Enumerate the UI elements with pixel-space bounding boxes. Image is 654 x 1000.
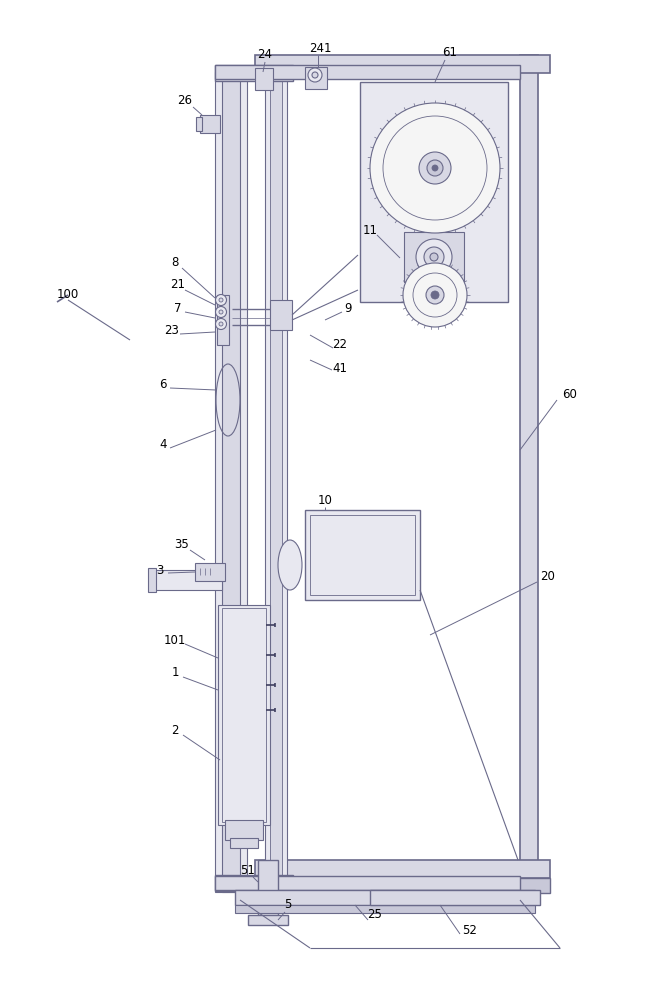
Text: 10: 10 <box>318 493 332 506</box>
Text: 101: 101 <box>164 634 186 647</box>
Circle shape <box>432 165 438 171</box>
Circle shape <box>219 298 223 302</box>
Text: 9: 9 <box>344 302 352 314</box>
Bar <box>310 515 415 595</box>
Bar <box>305 510 420 600</box>
Text: 3: 3 <box>156 564 164 576</box>
Bar <box>520 55 538 895</box>
Circle shape <box>216 318 226 330</box>
Bar <box>270 300 292 330</box>
Circle shape <box>216 306 226 318</box>
Circle shape <box>416 239 452 275</box>
Text: 241: 241 <box>309 41 331 54</box>
Bar <box>360 82 508 302</box>
Bar <box>255 878 550 893</box>
Bar <box>235 905 535 913</box>
Bar <box>222 608 266 822</box>
Circle shape <box>427 160 443 176</box>
Bar <box>255 55 550 73</box>
Text: 21: 21 <box>171 278 186 292</box>
Bar <box>215 65 520 79</box>
Text: 25: 25 <box>368 908 383 922</box>
Bar <box>195 563 225 581</box>
Text: 7: 7 <box>174 302 182 314</box>
Bar <box>218 605 270 825</box>
Ellipse shape <box>278 540 302 590</box>
Text: 5: 5 <box>284 898 292 912</box>
Text: 100: 100 <box>57 288 79 302</box>
Bar <box>217 295 229 345</box>
Bar <box>248 915 288 925</box>
Text: 2: 2 <box>171 724 179 736</box>
Text: 60: 60 <box>562 388 577 401</box>
Text: 22: 22 <box>332 338 347 352</box>
Circle shape <box>403 263 467 327</box>
Bar <box>148 568 156 592</box>
Text: 26: 26 <box>177 94 192 106</box>
Bar <box>200 115 220 133</box>
Text: 1: 1 <box>171 666 179 678</box>
Text: 24: 24 <box>258 48 273 62</box>
Circle shape <box>424 247 444 267</box>
Circle shape <box>431 291 439 299</box>
Bar <box>235 890 535 905</box>
Text: 41: 41 <box>332 361 347 374</box>
Bar <box>196 117 202 131</box>
Bar <box>215 875 293 891</box>
Circle shape <box>312 72 318 78</box>
Circle shape <box>430 253 438 261</box>
Bar <box>215 876 520 890</box>
Text: 6: 6 <box>160 378 167 391</box>
Bar <box>270 72 282 892</box>
Bar <box>150 570 222 590</box>
Bar <box>404 232 464 282</box>
Text: 11: 11 <box>362 224 377 236</box>
Bar <box>215 65 293 81</box>
Text: 51: 51 <box>241 863 256 876</box>
Bar <box>230 838 258 848</box>
Bar <box>255 860 550 878</box>
Text: 4: 4 <box>160 438 167 452</box>
Circle shape <box>216 294 226 306</box>
Bar <box>258 860 278 920</box>
Bar <box>255 68 273 90</box>
Text: 23: 23 <box>165 324 179 336</box>
Circle shape <box>426 286 444 304</box>
Bar <box>215 72 247 892</box>
Bar <box>305 67 327 89</box>
Text: 20: 20 <box>541 570 555 584</box>
Circle shape <box>219 310 223 314</box>
Bar <box>222 72 240 892</box>
Circle shape <box>308 68 322 82</box>
Bar <box>370 890 540 905</box>
Circle shape <box>370 103 500 233</box>
Text: 61: 61 <box>443 45 458 58</box>
Circle shape <box>219 322 223 326</box>
Bar <box>265 72 287 892</box>
Bar <box>225 820 263 840</box>
Circle shape <box>419 152 451 184</box>
Text: 35: 35 <box>175 538 190 552</box>
Text: 8: 8 <box>171 255 179 268</box>
Text: 52: 52 <box>462 924 477 936</box>
